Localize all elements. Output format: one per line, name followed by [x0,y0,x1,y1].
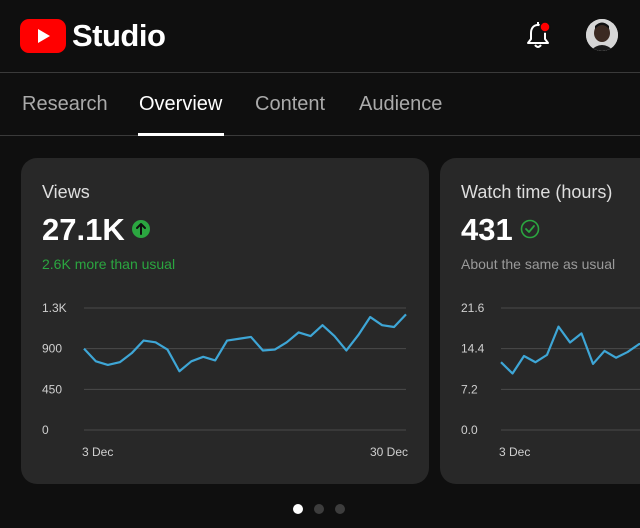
y-tick-label: 14.4 [461,342,485,356]
active-tab-indicator [138,133,224,136]
x-tick-label: 30 Dec [370,445,408,459]
check-circle-icon [520,219,540,239]
views-card[interactable]: Views 27.1K 2.6K more than usual 0 450 900… [21,158,429,484]
app-header: Studio [0,0,640,72]
metric-value: 431 [461,212,513,247]
tab-audience[interactable]: Audience [359,93,443,115]
tab-bar: Research Overview Content Audience [0,72,640,136]
youtube-play-icon [20,19,66,53]
metric-value: 27.1K [42,212,125,247]
tab-content[interactable]: Content [255,93,326,115]
y-tick-label: 450 [42,382,62,396]
avatar[interactable] [586,19,618,51]
avatar-image [586,19,618,51]
pager-dot[interactable] [314,504,324,514]
bell-icon[interactable] [524,20,552,52]
metric-comparison: 2.6K more than usual [42,256,176,272]
metric-comparison: About the same as usual [461,256,616,272]
y-tick-label: 900 [42,342,62,356]
notification-dot [539,21,551,33]
metric-title: Views [42,182,90,202]
series-line [83,313,407,373]
logo-text: Studio [72,18,166,53]
y-tick-label: 1.3K [42,301,67,315]
watch-time-line-chart: 0.0 7.2 14.4 21.6 3 Dec [461,301,640,459]
pager-dot[interactable] [293,504,303,514]
series-line [500,325,640,375]
arrow-up-circle-icon [132,220,150,238]
tab-overview[interactable]: Overview [139,93,223,115]
carousel-pager [293,504,356,514]
watch-time-card[interactable]: Watch time (hours) 431 About the same as… [440,158,640,484]
y-tick-label: 7.2 [461,382,478,396]
metric-title: Watch time (hours) [461,182,613,202]
y-tick-label: 0.0 [461,423,478,437]
y-tick-label: 0 [42,423,49,437]
youtube-studio-logo[interactable]: Studio [20,18,166,54]
x-tick-label: 3 Dec [499,445,530,459]
tab-research[interactable]: Research [22,93,108,115]
pager-dot[interactable] [335,504,345,514]
y-tick-label: 21.6 [461,301,485,315]
views-line-chart: 0 450 900 1.3K 3 Dec 30 Dec [42,301,408,459]
x-tick-label: 3 Dec [82,445,113,459]
